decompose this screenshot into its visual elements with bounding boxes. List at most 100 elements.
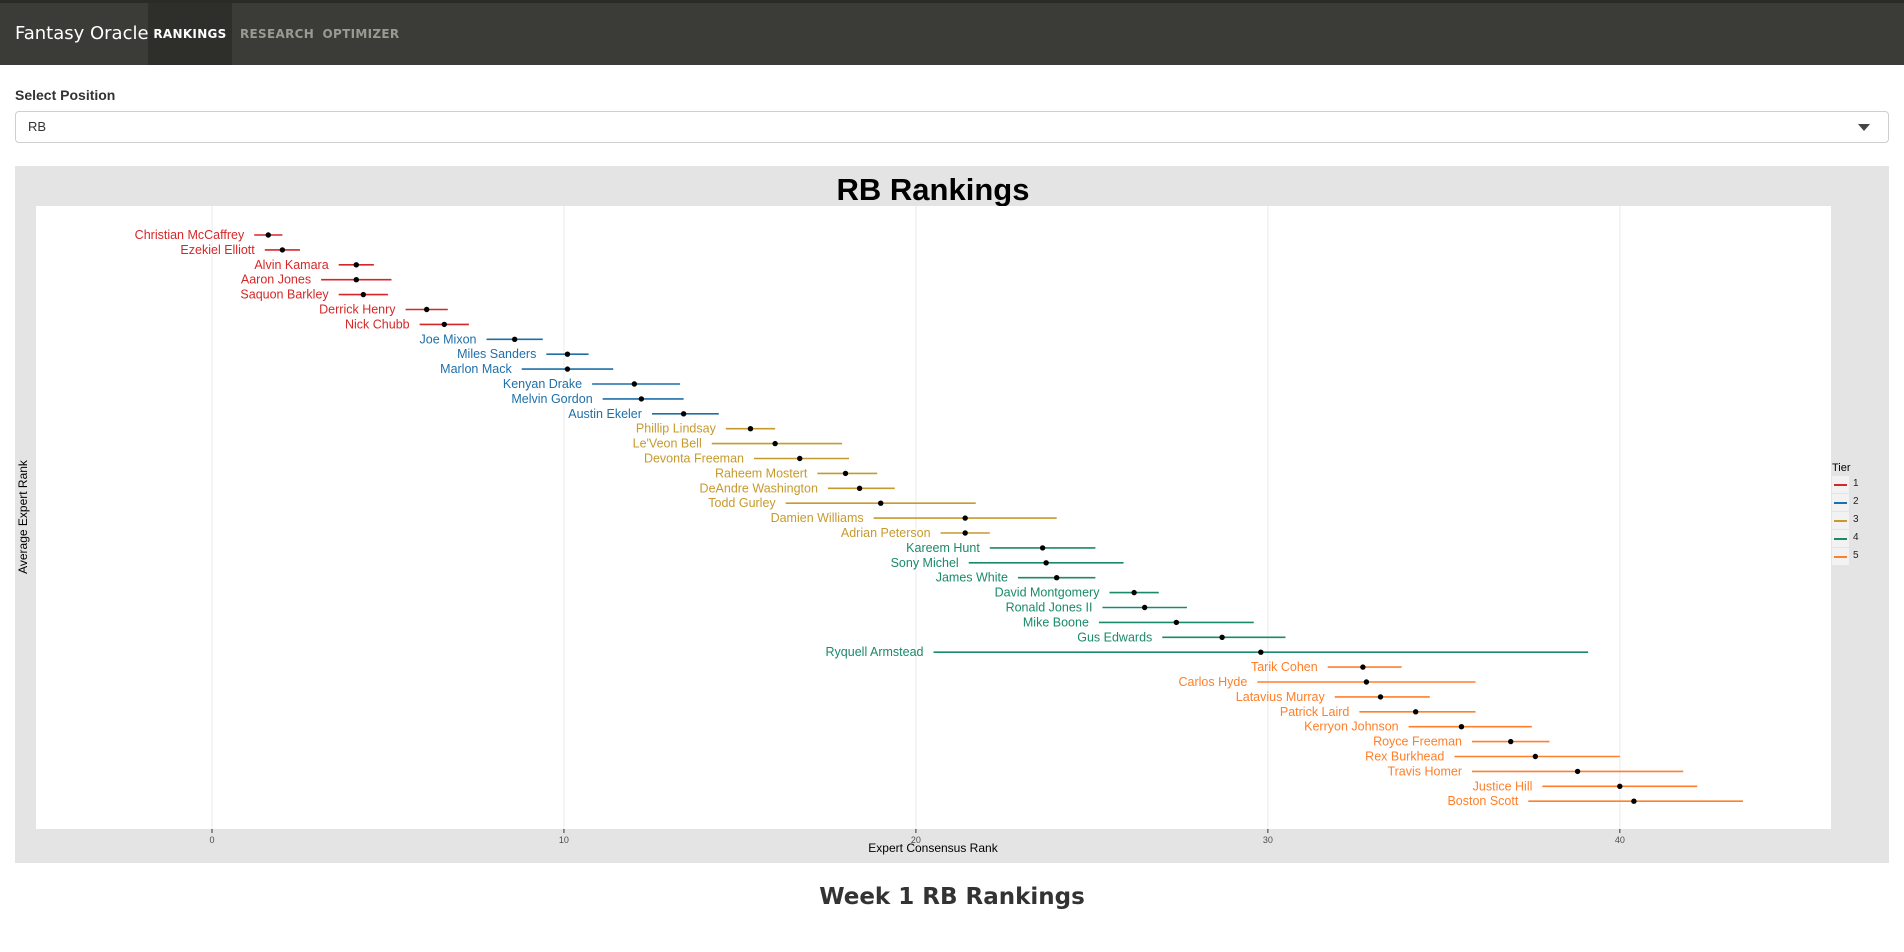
rank-point [360,291,367,298]
rank-point [423,306,430,313]
player-row: Saquon Barkley [240,288,388,302]
rank-point [1053,575,1060,581]
player-row: Rex Burkhead [1365,750,1620,764]
player-label: Justice Hill [1473,779,1533,793]
player-label: DeAndre Washington [700,481,818,495]
player-label: James White [936,571,1008,585]
player-label: Kareem Hunt [906,541,980,555]
rank-point [1258,649,1264,655]
legend-item-tier-1: 1 [1832,476,1882,494]
player-row: Kerryon Johnson [1304,720,1532,734]
rank-point [1412,709,1419,715]
position-select-value: RB [28,119,47,134]
legend-item-tier-4: 4 [1832,530,1882,548]
nav-tab-rankings[interactable]: RANKINGS [148,3,232,65]
player-label: Gus Edwards [1077,630,1152,644]
rank-point [1617,783,1623,789]
player-row: Austin Ekeler [568,407,719,421]
rank-point [631,381,638,387]
player-row: Adrian Peterson [841,526,990,540]
rankings-chart: RB Rankings 0 10 20 30 40 Christian McCaffre… [15,166,1889,863]
app-brand[interactable]: Fantasy Oracle [15,23,149,44]
rank-point [1377,694,1384,700]
position-select[interactable]: RB [15,111,1889,143]
x-tick-label: 30 [1263,835,1273,845]
player-row: Mike Boone [1023,615,1254,629]
rank-point [680,411,687,417]
x-tick-label: 10 [559,835,569,845]
rank-point [1131,589,1137,596]
player-label: Sony Michel [891,556,959,570]
legend-key-swatch [1832,476,1849,493]
legend-label: 3 [1853,514,1859,525]
legend-label: 4 [1853,532,1859,543]
player-label: Nick Chubb [345,317,410,331]
player-row: Alvin Kamara [254,258,374,272]
rank-point [1173,619,1180,626]
player-row: Damien Williams [771,511,1057,525]
rank-point [1363,679,1370,685]
player-label: Travis Homer [1387,764,1462,778]
player-label: Rex Burkhead [1365,750,1444,764]
player-label: Melvin Gordon [511,392,592,406]
player-label: Aaron Jones [241,273,311,287]
legend-item-tier-3: 3 [1832,512,1882,530]
x-axis: 0 10 20 30 40 [209,829,1625,845]
rank-point [962,515,968,521]
player-label: Austin Ekeler [568,407,642,421]
player-row: Justice Hill [1473,779,1698,793]
player-label: David Montgomery [995,586,1101,600]
rank-point [1141,604,1148,611]
player-row: Ronald Jones II [1006,601,1187,615]
rank-point [441,321,447,328]
player-row: Tarik Cohen [1251,660,1402,674]
player-label: Kerryon Johnson [1304,720,1399,734]
rank-point [878,500,884,506]
legend-label: 5 [1853,550,1859,561]
player-label: Patrick Laird [1280,705,1350,719]
player-row: Aaron Jones [241,273,392,287]
x-axis-label: Expert Consensus Rank [868,841,998,855]
rank-point [638,396,645,402]
legend-key-swatch [1832,494,1849,511]
player-row: Royce Freeman [1373,735,1550,749]
player-label: Joe Mixon [420,332,477,346]
player-label: Ryquell Armstead [826,645,924,659]
player-label: Kenyan Drake [503,377,582,391]
player-row: Latavius Murray [1236,690,1430,704]
player-label: Todd Gurley [708,496,776,510]
player-row: DeAndre Washington [700,481,895,495]
player-row: Todd Gurley [708,496,976,510]
rank-point [1508,738,1514,745]
rank-point [353,262,359,268]
rank-point [1574,768,1581,775]
nav-tab-optimizer[interactable]: OPTIMIZER [322,27,400,41]
player-row: Gus Edwards [1077,630,1286,644]
rank-point [856,485,863,491]
player-row: Raheem Mostert [715,466,878,480]
nav-tab-research[interactable]: RESEARCH [240,27,315,41]
player-row: James White [936,571,1096,585]
rank-point [1039,545,1046,551]
player-row: Christian McCaffrey [135,228,283,242]
player-row: Nick Chubb [345,317,469,331]
player-label: Le'Veon Bell [633,437,702,451]
legend-key-swatch [1832,512,1849,529]
player-label: Ezekiel Elliott [180,243,255,257]
rankings-chart-svg: RB Rankings 0 10 20 30 40 Christian McCaffre… [16,172,1831,855]
player-label: Adrian Peterson [841,526,931,540]
player-row: Joe Mixon [420,332,543,346]
rank-point [265,232,271,238]
player-label: Saquon Barkley [240,288,329,302]
chevron-down-icon[interactable] [1858,124,1870,131]
player-label: Derrick Henry [319,303,396,317]
player-label: Raheem Mostert [715,466,808,480]
player-row: Melvin Gordon [511,392,684,406]
player-label: Latavius Murray [1236,690,1326,704]
player-row: Travis Homer [1387,764,1684,778]
x-tick-label: 20 [911,835,921,845]
legend-label: 1 [1853,478,1859,489]
player-row: Marlon Mack [440,362,614,376]
player-label: Christian McCaffrey [135,228,245,242]
chart-title: RB Rankings [837,172,1030,207]
